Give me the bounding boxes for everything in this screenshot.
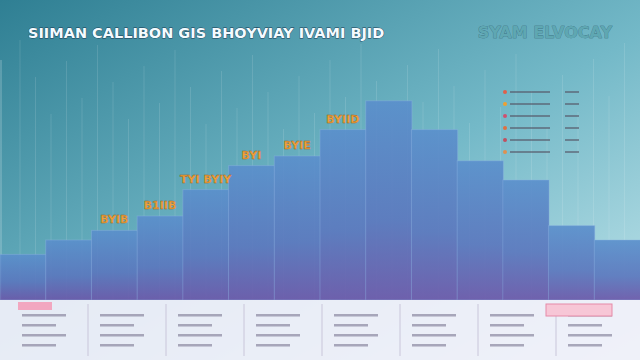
panel-decor [100, 334, 144, 337]
bar [0, 254, 46, 300]
bar [503, 180, 549, 300]
panel-tag [546, 304, 612, 316]
legend-decor [565, 115, 579, 117]
legend-decor [565, 91, 579, 93]
annotation: B1IIB [144, 199, 177, 212]
panel-decor [412, 344, 446, 347]
title: SIIMAN CALLIBON GIS BHOYVIAY IVAMI BJID [28, 25, 384, 41]
bar [183, 190, 229, 300]
panel-decor [412, 334, 456, 337]
legend-decor [565, 151, 579, 153]
bar [366, 101, 412, 300]
bar [91, 230, 137, 300]
panel-decor [22, 324, 56, 327]
annotation: BYIID [326, 113, 359, 126]
legend-decor [510, 139, 550, 141]
legend-decor [510, 127, 550, 129]
panel-divider [166, 304, 167, 356]
bar [320, 130, 366, 300]
bar [229, 166, 275, 300]
bar [549, 226, 595, 300]
legend-dot [503, 150, 507, 154]
annotation: TYI BYIY [180, 173, 232, 186]
panel-decor [178, 334, 222, 337]
subtitle: SYAM ELVOCAY [478, 23, 613, 42]
panel-decor [412, 314, 456, 317]
panel-decor [256, 324, 290, 327]
legend-decor [565, 139, 579, 141]
bars [0, 101, 640, 300]
annotation: BYI [242, 149, 262, 162]
panel-divider [244, 304, 245, 356]
bar [411, 130, 457, 300]
panel-decor [22, 344, 56, 347]
annotation: BYIB [100, 213, 128, 226]
chart: BYIID BYIE BYI TYI BYIYB1IIB BYIB SIIMAN CALL… [0, 0, 640, 360]
panel-decor [100, 344, 134, 347]
panel-tag [18, 302, 52, 310]
legend-decor [565, 103, 579, 105]
panel-decor [256, 334, 300, 337]
panel-decor [334, 344, 368, 347]
panel-decor [490, 314, 534, 317]
background [0, 0, 640, 360]
legend-decor [510, 115, 550, 117]
panel-divider [322, 304, 323, 356]
panel-decor [178, 324, 212, 327]
panel-decor [568, 334, 612, 337]
bar [46, 240, 92, 300]
panel-decor [178, 344, 212, 347]
panel-decor [256, 344, 290, 347]
panel-decor [334, 324, 368, 327]
bar [137, 216, 183, 300]
panel-decor [256, 314, 300, 317]
panel-decor [334, 314, 378, 317]
bar [594, 240, 640, 300]
annotation: BYIE [283, 139, 310, 152]
legend-dot [503, 138, 507, 142]
bar [457, 161, 503, 300]
legend-decor [510, 151, 550, 153]
legend-dot [503, 114, 507, 118]
legend-dot [503, 102, 507, 106]
panel-decor [22, 314, 66, 317]
panel-decor [568, 344, 602, 347]
panel-decor [490, 324, 524, 327]
panel-decor [568, 324, 602, 327]
panel-decor [490, 334, 534, 337]
legend-decor [565, 127, 579, 129]
bar [274, 156, 320, 300]
panel-decor [490, 344, 524, 347]
legend-decor [510, 103, 550, 105]
panel-decor [412, 324, 446, 327]
panel-decor [334, 334, 378, 337]
panel-divider [478, 304, 479, 356]
panel-decor [100, 324, 134, 327]
legend-decor [510, 91, 550, 93]
legend-dot [503, 126, 507, 130]
legend-dot [503, 90, 507, 94]
bottom-panel [0, 300, 640, 360]
panel-divider [88, 304, 89, 356]
panel-divider [400, 304, 401, 356]
panel-decor [100, 314, 144, 317]
panel-decor [178, 314, 222, 317]
panel-decor [22, 334, 66, 337]
